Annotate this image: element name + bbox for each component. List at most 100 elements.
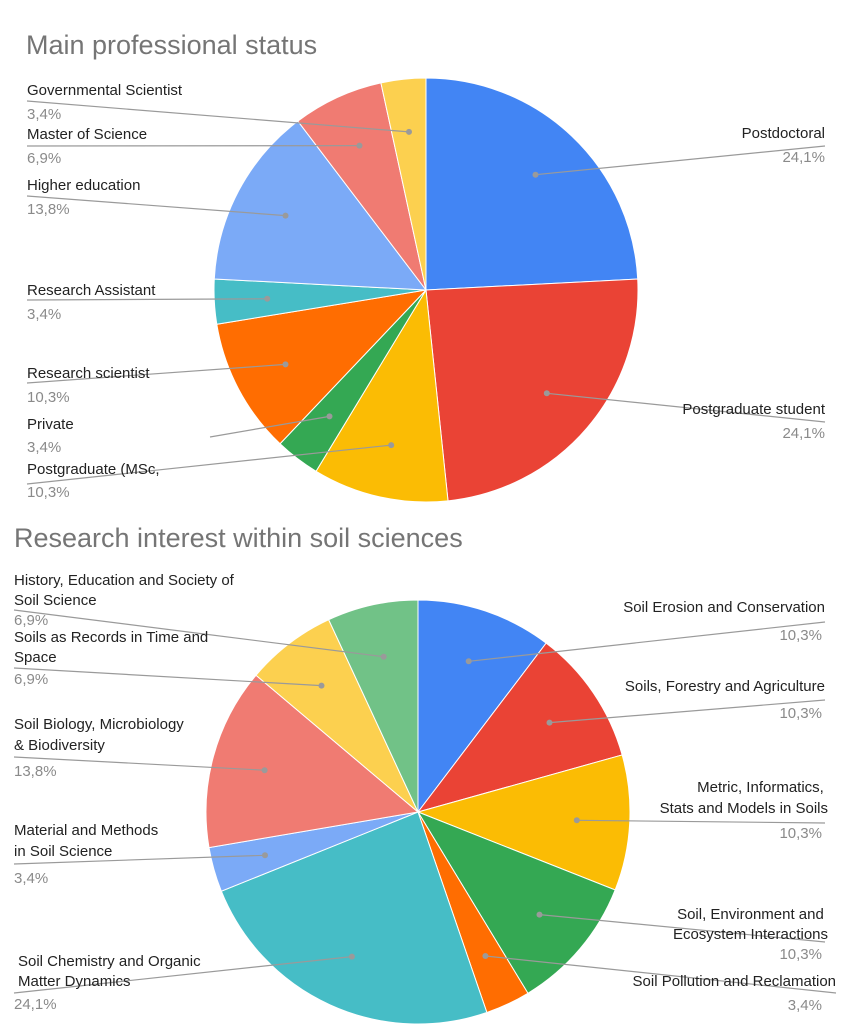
- slice-value-soil-biology: 13,8%: [14, 763, 57, 780]
- label-line: in Soil Science: [14, 843, 112, 860]
- leader-dot-soil-chemistry-and-organic-matter-dynamics: [348, 953, 355, 960]
- leader-dot-governmental-scientist: [406, 128, 412, 135]
- slice-label-soils-as-records: Soils as Records in Time and Space: [14, 629, 212, 666]
- slice-label-metric-informatics: Metric, Informatics, Stats and Models in…: [660, 779, 828, 817]
- pie-slice-postgraduate-msc: [315, 288, 449, 503]
- leader-line-metric-informatics-stats-and-models-in-soils: [576, 819, 826, 824]
- pie-slice-postdoctoral: [425, 77, 639, 291]
- leader-dot-postgraduate-student: [543, 390, 550, 397]
- slice-label-higher-education: Higher education: [27, 177, 140, 194]
- slice-label-postgraduate-student: Postgraduate student: [682, 401, 825, 418]
- label-line: Soil, Environment and: [677, 906, 824, 923]
- slice-label-research-scientist: Research scientist: [27, 365, 150, 382]
- leader-line-soil-biology-microbiology-biodiversity: [13, 756, 265, 771]
- leader-line-research-assistant: [26, 298, 268, 301]
- leader-dot-higher-education: [282, 212, 289, 219]
- slice-value-higher-education: 13,8%: [27, 201, 70, 218]
- slice-value-master-of-science: 6,9%: [27, 150, 61, 167]
- chart-title: Main professional status: [26, 30, 317, 60]
- slice-value-material-methods: 3,4%: [14, 870, 48, 887]
- leader-line-higher-education: [26, 195, 286, 217]
- slice-label-soil-biology: Soil Biology, Microbiology & Biodiversit…: [14, 716, 188, 754]
- pie-slices: [205, 599, 631, 1024]
- label-line: & Biodiversity: [14, 737, 105, 754]
- slice-value-research-scientist: 10,3%: [27, 389, 70, 406]
- pie-slice-metric-informatics-stats-and-models-in-soils: [416, 754, 631, 891]
- slice-label-history-education-society: History, Education and Society of Soil S…: [14, 572, 238, 609]
- label-line: Metric, Informatics,: [697, 779, 824, 796]
- pie-slice-soils-forestry-and-agriculture: [416, 642, 623, 813]
- leader-dot-master-of-science: [356, 142, 363, 149]
- slice-value-governmental-scientist: 3,4%: [27, 106, 61, 123]
- slice-label-postdoctoral: Postdoctoral: [742, 125, 825, 142]
- slice-value-history-education-society: 6,9%: [14, 612, 48, 629]
- slice-label-soil-environment: Soil, Environment and Ecosystem Interact…: [673, 906, 828, 943]
- slice-value-soils-as-records: 6,9%: [14, 671, 48, 688]
- slice-label-governmental-scientist: Governmental Scientist: [27, 82, 183, 99]
- pie-slice-soil-environment-and-ecosystem-interactions: [416, 810, 616, 994]
- leader-line-private: [209, 415, 330, 438]
- slice-label-material-methods: Material and Methods in Soil Science: [14, 822, 162, 860]
- leader-line-soil-chemistry-and-organic-matter-dynamics: [13, 956, 352, 994]
- leader-line-soil-erosion-and-conservation: [468, 621, 826, 662]
- leader-line-governmental-scientist: [26, 100, 410, 133]
- leader-dot-soil-biology-microbiology-biodiversity: [261, 767, 268, 774]
- slice-value-research-assistant: 3,4%: [27, 306, 61, 323]
- leader-dot-metric-informatics-stats-and-models-in-soils: [573, 817, 580, 824]
- leader-dot-research-scientist: [282, 361, 289, 368]
- leader-dot-soils-forestry-and-agriculture: [546, 719, 553, 726]
- slice-value-private: 3,4%: [27, 439, 61, 456]
- pie-chart-research-interest: Research interest within soil sciences H…: [13, 523, 837, 1024]
- slice-value-postgraduate-student: 24,1%: [782, 425, 825, 442]
- leader-dot-postgraduate-msc: [388, 442, 395, 449]
- slice-value-soil-chemistry: 24,1%: [14, 996, 57, 1013]
- pie-slice-higher-education: [213, 120, 428, 291]
- pie-chart-professional-status: Main professional status Governmental Sc…: [26, 30, 826, 503]
- leader-lines: [26, 100, 826, 485]
- slice-value-soil-environment: 10,3%: [779, 946, 822, 963]
- slice-label-master-of-science: Master of Science: [27, 126, 147, 143]
- slice-value-soils-forestry: 10,3%: [779, 705, 822, 722]
- slice-label-soils-forestry: Soils, Forestry and Agriculture: [625, 678, 825, 695]
- slice-label-soil-erosion: Soil Erosion and Conservation: [623, 599, 825, 616]
- pie-slice-soil-erosion-and-conservation: [417, 599, 547, 814]
- leader-dot-history-education-and-society-of-soil-science: [380, 653, 387, 660]
- leader-dot-soils-as-records-in-time-and-space: [318, 682, 325, 689]
- slice-value-metric-informatics: 10,3%: [779, 825, 822, 842]
- leader-line-research-scientist: [26, 363, 286, 384]
- pie-slices: [213, 77, 639, 503]
- leader-dot-soil-pollution-and-reclamation: [482, 953, 489, 959]
- leader-dot-material-and-methods-in-soil-science: [262, 852, 268, 859]
- label-line: Stats and Models in Soils: [660, 800, 828, 817]
- leader-lines: [13, 609, 837, 994]
- slice-value-postgraduate-msc: 10,3%: [27, 484, 70, 501]
- leader-line-soil-environment-and-ecosystem-interactions: [539, 914, 826, 943]
- slice-value-soil-pollution: 3,4%: [788, 997, 822, 1014]
- label-line: Soil Chemistry and Organic: [18, 953, 201, 970]
- slice-label-soil-pollution: Soil Pollution and Reclamation: [633, 973, 836, 990]
- chart-title: Research interest within soil sciences: [14, 523, 463, 553]
- label-line: Soil Biology, Microbiology: [14, 716, 184, 733]
- label-line: Soil Science: [14, 592, 97, 609]
- slice-label-soil-chemistry: Soil Chemistry and Organic Matter Dynami…: [18, 953, 205, 990]
- leader-line-soil-pollution-and-reclamation: [485, 955, 837, 994]
- leader-line-soils-as-records-in-time-and-space: [13, 667, 322, 687]
- leader-dot-private: [326, 413, 333, 420]
- leader-line-history-education-and-society-of-soil-science: [13, 609, 384, 658]
- leader-dot-research-assistant: [264, 295, 271, 302]
- slice-value-postdoctoral: 24,1%: [782, 149, 825, 166]
- leader-dot-postdoctoral: [532, 171, 539, 178]
- pie-slice-postgraduate-student: [425, 278, 639, 502]
- leader-dot-soil-erosion-and-conservation: [465, 658, 472, 665]
- label-line: Space: [14, 649, 57, 666]
- slice-label-private: Private: [27, 416, 74, 433]
- leader-line-material-and-methods-in-soil-science: [13, 854, 266, 865]
- leader-line-soils-forestry-and-agriculture: [549, 699, 826, 724]
- slice-label-postgraduate-msc: Postgraduate (MSc,: [27, 461, 160, 478]
- slice-label-research-assistant: Research Assistant: [27, 282, 156, 299]
- pie-slice-research-scientist: [216, 289, 428, 445]
- leader-dot-soil-environment-and-ecosystem-interactions: [536, 911, 543, 918]
- leader-line-postdoctoral: [535, 145, 826, 176]
- leader-line-postgraduate-student: [546, 392, 826, 423]
